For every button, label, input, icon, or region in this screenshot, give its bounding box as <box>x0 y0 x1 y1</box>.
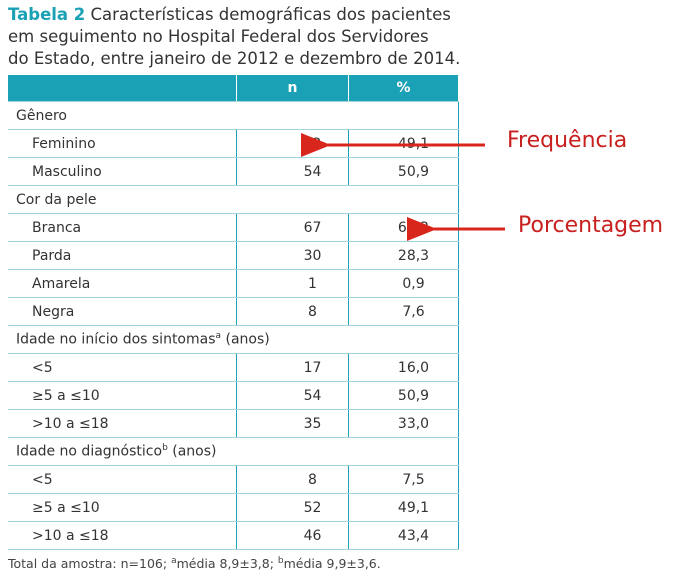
cell: ≥5 a ≤10 <box>8 381 237 410</box>
footnote-part: b <box>277 556 284 566</box>
group-label: Gênero <box>16 107 67 124</box>
data-row: ≥5 a ≤10 54 50,9 <box>8 381 459 410</box>
group-cell: Idade no início dos sintomasa (anos) <box>8 325 459 354</box>
cell: ≥5 a ≤10 <box>8 493 237 522</box>
group-label: Idade no início dos sintomas <box>16 331 216 348</box>
cell: 8 <box>236 465 349 494</box>
group-label: (anos) <box>167 443 217 460</box>
cell: 35 <box>236 409 349 438</box>
cell: 54 <box>236 381 349 410</box>
annotation: Porcentagem <box>518 213 664 238</box>
group-cell: Cor da pele <box>8 185 459 214</box>
group-cell: Gênero <box>8 101 459 130</box>
cell: Amarela <box>8 269 237 298</box>
header-cell <box>8 75 237 102</box>
cell: 30 <box>236 241 349 270</box>
cell: 7,5 <box>348 465 459 494</box>
cell: >10 a ≤18 <box>8 409 237 438</box>
group-label: b <box>162 443 168 454</box>
footnote-part: Total da amostra: n=106; <box>8 556 172 572</box>
group-cell: Idade no diagnósticob (anos) <box>8 437 459 466</box>
cell: 16,0 <box>348 353 459 382</box>
header-row: n % <box>8 75 459 102</box>
cell: Masculino <box>8 157 237 186</box>
cell: 0,9 <box>348 269 459 298</box>
data-row: Negra 8 7,6 <box>8 297 459 326</box>
group-row: Cor da pele <box>8 185 459 214</box>
header-cell: % <box>348 75 459 102</box>
annotation: Frequência <box>507 128 628 153</box>
data-row: Amarela 1 0,9 <box>8 269 459 298</box>
data-row: <5 17 16,0 <box>8 353 459 382</box>
caption-line: Características demográficas dos pacient… <box>90 5 451 24</box>
cell: 1 <box>236 269 349 298</box>
group-label: Cor da pele <box>16 191 97 208</box>
data-row: Parda 30 28,3 <box>8 241 459 270</box>
table-caption: Tabela 2 Características demográficas do… <box>8 4 468 70</box>
cell: 7,6 <box>348 297 459 326</box>
cell: Parda <box>8 241 237 270</box>
cell: Negra <box>8 297 237 326</box>
caption-line: em seguimento no Hospital Federal dos Se… <box>8 27 429 46</box>
footnote-part: a <box>171 556 177 566</box>
group-row: Idade no diagnósticob (anos) <box>8 437 459 466</box>
cell: 17 <box>236 353 349 382</box>
data-row: Branca 67 63,2 <box>8 213 459 242</box>
cell: 52 <box>236 493 349 522</box>
cell: 49,1 <box>348 493 459 522</box>
cell: 43,4 <box>348 521 459 550</box>
cell: 50,9 <box>348 381 459 410</box>
group-label: Idade no diagnóstico <box>16 443 163 460</box>
caption-line: do Estado, entre janeiro de 2012 e dezem… <box>8 49 461 68</box>
group-label: (anos) <box>221 331 270 348</box>
footnote-part: média 9,9±3,6. <box>283 556 381 572</box>
cell: <5 <box>8 353 237 382</box>
cell: >10 a ≤18 <box>8 521 237 550</box>
cell: 33,0 <box>348 409 459 438</box>
cell: 67 <box>236 213 349 242</box>
cell: 50,9 <box>348 157 459 186</box>
cell: 8 <box>236 297 349 326</box>
cell: <5 <box>8 465 237 494</box>
group-row: Idade no início dos sintomasa (anos) <box>8 325 459 354</box>
cell: 54 <box>236 157 349 186</box>
data-row: Masculino 54 50,9 <box>8 157 459 186</box>
group-row: Gênero <box>8 101 459 130</box>
cell: Feminino <box>8 129 237 158</box>
cell: 28,3 <box>348 241 459 270</box>
data-row: >10 a ≤18 35 33,0 <box>8 409 459 438</box>
footnote-part: média 8,9±3,8; <box>176 556 278 572</box>
header-cell: n <box>236 75 349 102</box>
data-row: ≥5 a ≤10 52 49,1 <box>8 493 459 522</box>
group-label: a <box>215 331 222 342</box>
cell: 46 <box>236 521 349 550</box>
footnote: Total da amostra: n=106; amédia 8,9±3,8;… <box>8 556 381 571</box>
cell: Branca <box>8 213 237 242</box>
data-table: n % GêneroFeminino5249,1Masculino5450,9C… <box>8 75 459 550</box>
data-row: <5 8 7,5 <box>8 465 459 494</box>
data-row: >10 a ≤18 46 43,4 <box>8 521 459 550</box>
caption-label: Tabela 2 <box>8 5 86 24</box>
